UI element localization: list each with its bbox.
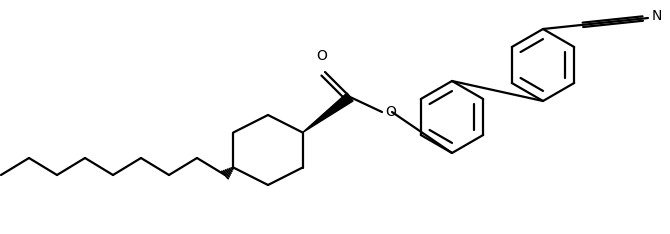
Text: O: O	[316, 49, 328, 63]
Text: O: O	[385, 105, 396, 119]
Polygon shape	[303, 93, 353, 132]
Text: N: N	[652, 9, 663, 23]
